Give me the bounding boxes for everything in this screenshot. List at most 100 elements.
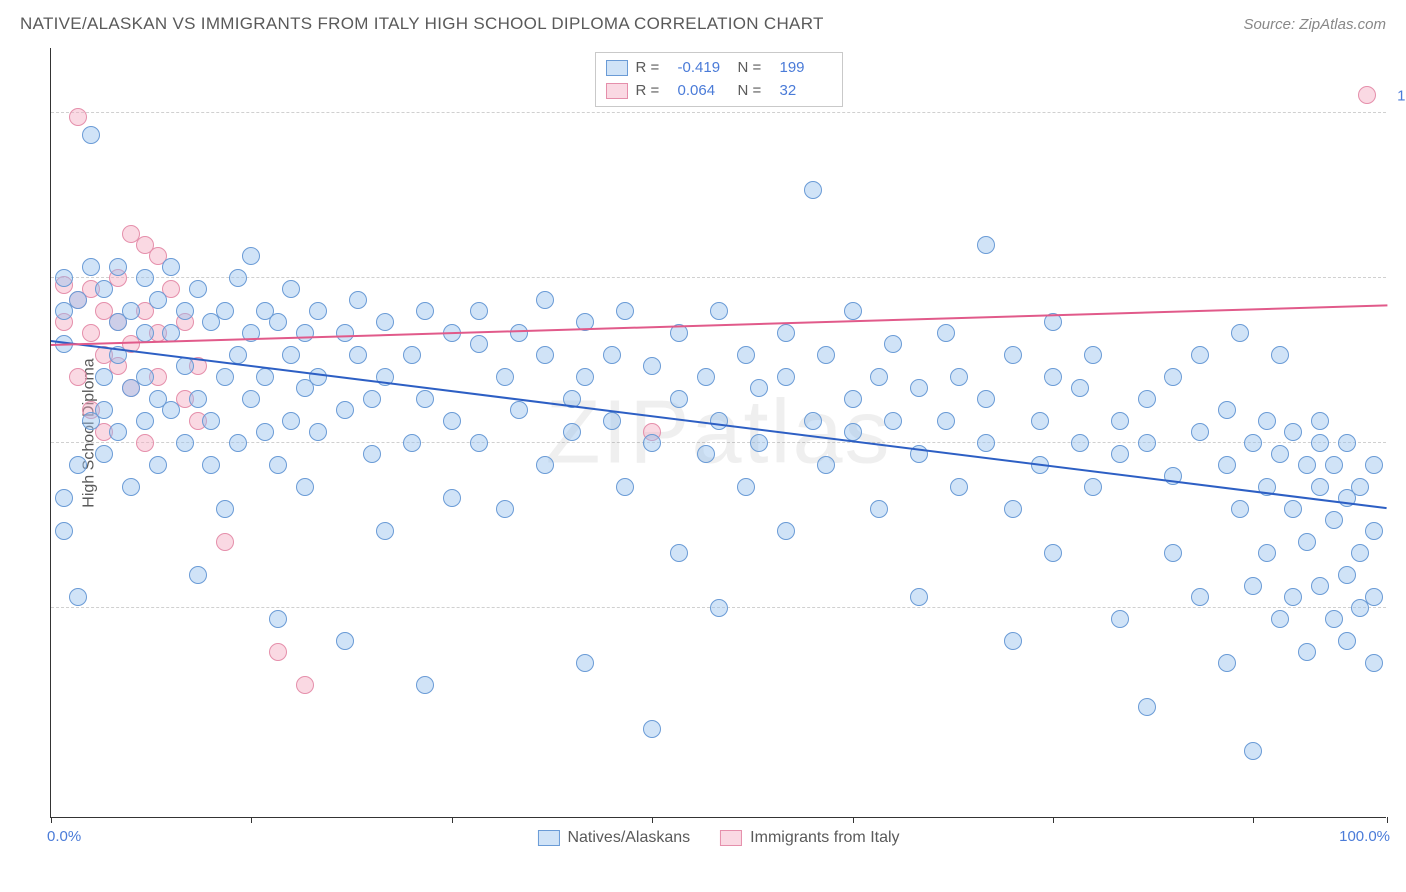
data-point-natives bbox=[1191, 588, 1209, 606]
legend-n-immigrants: 32 bbox=[780, 80, 832, 103]
data-point-natives bbox=[977, 236, 995, 254]
data-point-natives bbox=[844, 302, 862, 320]
data-point-natives bbox=[496, 368, 514, 386]
data-point-immigrants bbox=[69, 108, 87, 126]
data-point-natives bbox=[122, 302, 140, 320]
data-point-natives bbox=[216, 368, 234, 386]
data-point-natives bbox=[950, 478, 968, 496]
data-point-natives bbox=[69, 588, 87, 606]
data-point-natives bbox=[1031, 412, 1049, 430]
data-point-natives bbox=[1071, 434, 1089, 452]
data-point-natives bbox=[1351, 478, 1369, 496]
legend-r-label: R = bbox=[636, 57, 670, 80]
data-point-natives bbox=[1084, 478, 1102, 496]
data-point-natives bbox=[443, 412, 461, 430]
data-point-natives bbox=[82, 258, 100, 276]
data-point-natives bbox=[1231, 500, 1249, 518]
data-point-natives bbox=[336, 401, 354, 419]
data-point-natives bbox=[1244, 577, 1262, 595]
data-point-natives bbox=[470, 302, 488, 320]
x-tick bbox=[652, 817, 653, 823]
data-point-natives bbox=[737, 346, 755, 364]
data-point-natives bbox=[1191, 346, 1209, 364]
data-point-natives bbox=[603, 346, 621, 364]
data-point-natives bbox=[643, 434, 661, 452]
data-point-natives bbox=[256, 423, 274, 441]
data-point-natives bbox=[416, 390, 434, 408]
data-point-natives bbox=[1218, 456, 1236, 474]
data-point-natives bbox=[697, 368, 715, 386]
data-point-immigrants bbox=[69, 368, 87, 386]
data-point-natives bbox=[1258, 412, 1276, 430]
data-point-natives bbox=[817, 346, 835, 364]
data-point-natives bbox=[737, 478, 755, 496]
data-point-natives bbox=[884, 335, 902, 353]
data-point-natives bbox=[349, 291, 367, 309]
x-tick bbox=[853, 817, 854, 823]
x-tick bbox=[452, 817, 453, 823]
data-point-natives bbox=[510, 324, 528, 342]
gridline bbox=[51, 112, 1386, 113]
data-point-natives bbox=[1138, 434, 1156, 452]
data-point-natives bbox=[363, 445, 381, 463]
data-point-natives bbox=[1284, 588, 1302, 606]
data-point-natives bbox=[1271, 445, 1289, 463]
data-point-natives bbox=[950, 368, 968, 386]
data-point-natives bbox=[643, 357, 661, 375]
chart-title: NATIVE/ALASKAN VS IMMIGRANTS FROM ITALY … bbox=[20, 14, 824, 34]
data-point-natives bbox=[1004, 500, 1022, 518]
data-point-natives bbox=[670, 390, 688, 408]
data-point-natives bbox=[69, 291, 87, 309]
legend-r-label: R = bbox=[636, 80, 670, 103]
data-point-natives bbox=[336, 632, 354, 650]
data-point-natives bbox=[296, 324, 314, 342]
data-point-natives bbox=[55, 269, 73, 287]
data-point-natives bbox=[510, 401, 528, 419]
data-point-natives bbox=[870, 500, 888, 518]
legend-row-immigrants: R = 0.064 N = 32 bbox=[606, 80, 832, 103]
data-point-natives bbox=[69, 456, 87, 474]
trend-line-natives bbox=[51, 340, 1387, 509]
legend-r-immigrants: 0.064 bbox=[678, 80, 730, 103]
data-point-natives bbox=[269, 313, 287, 331]
data-point-natives bbox=[977, 390, 995, 408]
plot-area: High School Diploma ZIPatlas R = -0.419 … bbox=[50, 48, 1386, 818]
data-point-natives bbox=[1071, 379, 1089, 397]
chart-source: Source: ZipAtlas.com bbox=[1243, 16, 1386, 33]
data-point-natives bbox=[376, 522, 394, 540]
watermark: ZIPatlas bbox=[545, 381, 891, 484]
data-point-natives bbox=[1004, 632, 1022, 650]
data-point-immigrants bbox=[269, 643, 287, 661]
data-point-natives bbox=[189, 390, 207, 408]
data-point-natives bbox=[1311, 434, 1329, 452]
data-point-natives bbox=[136, 368, 154, 386]
data-point-immigrants bbox=[296, 676, 314, 694]
data-point-natives bbox=[202, 412, 220, 430]
data-point-natives bbox=[1298, 643, 1316, 661]
data-point-natives bbox=[1338, 632, 1356, 650]
data-point-natives bbox=[122, 478, 140, 496]
data-point-natives bbox=[202, 456, 220, 474]
data-point-natives bbox=[616, 478, 634, 496]
data-point-natives bbox=[136, 324, 154, 342]
data-point-natives bbox=[189, 280, 207, 298]
data-point-natives bbox=[282, 280, 300, 298]
data-point-natives bbox=[242, 247, 260, 265]
data-point-natives bbox=[309, 423, 327, 441]
data-point-natives bbox=[643, 720, 661, 738]
data-point-natives bbox=[937, 412, 955, 430]
data-point-natives bbox=[336, 324, 354, 342]
data-point-natives bbox=[710, 599, 728, 617]
data-point-natives bbox=[403, 346, 421, 364]
data-point-natives bbox=[82, 126, 100, 144]
data-point-natives bbox=[1365, 588, 1383, 606]
data-point-natives bbox=[910, 588, 928, 606]
data-point-natives bbox=[750, 379, 768, 397]
data-point-natives bbox=[1111, 610, 1129, 628]
data-point-natives bbox=[616, 302, 634, 320]
data-point-natives bbox=[1138, 698, 1156, 716]
data-point-natives bbox=[1365, 654, 1383, 672]
data-point-natives bbox=[1365, 456, 1383, 474]
data-point-natives bbox=[1244, 742, 1262, 760]
legend-series: Natives/Alaskans Immigrants from Italy bbox=[537, 829, 899, 847]
